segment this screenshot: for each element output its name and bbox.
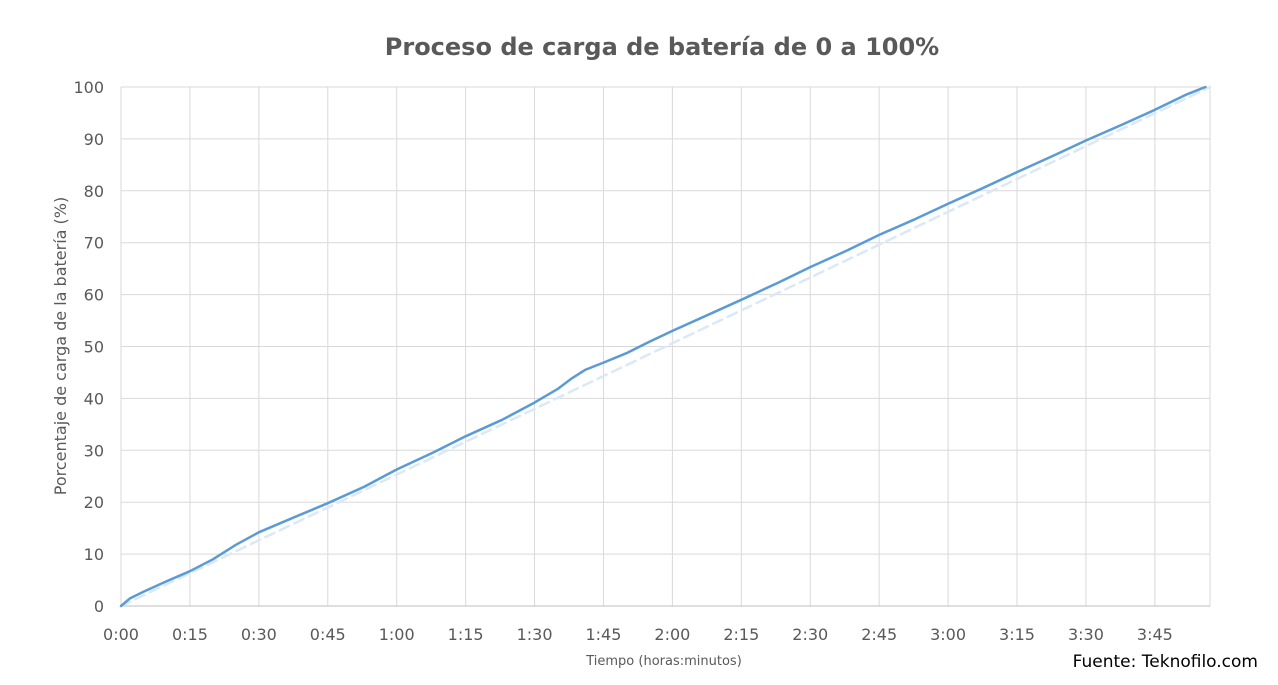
x-tick-label: 2:00 — [654, 625, 690, 644]
x-tick-label: 0:00 — [103, 625, 139, 644]
x-tick-label: 2:15 — [723, 625, 759, 644]
x-tick-labels: 0:00 0:15 0:30 0:45 1:00 1:15 1:30 1:45 2:00 2:15… — [103, 625, 1173, 644]
y-tick-label: 10 — [84, 545, 104, 564]
x-tick-label: 1:30 — [517, 625, 553, 644]
chart-title: Proceso de carga de batería de 0 a 100% — [385, 33, 939, 61]
series-group — [119, 85, 1212, 608]
x-tick-label: 1:00 — [379, 625, 415, 644]
y-tick-label: 0 — [94, 597, 104, 616]
y-tick-label: 20 — [84, 493, 104, 512]
x-tick-label: 2:30 — [792, 625, 828, 644]
x-axis-label: Tiempo (horas:minutos) — [585, 654, 742, 669]
axes — [120, 87, 1210, 607]
x-tick-label: 0:30 — [241, 625, 277, 644]
y-tick-label: 50 — [84, 338, 104, 357]
x-tick-label: 2:45 — [861, 625, 897, 644]
trend-line-dashed — [119, 85, 1212, 608]
x-tick-label: 3:30 — [1068, 625, 1104, 644]
y-tick-label: 80 — [84, 182, 104, 201]
x-tick-label: 0:45 — [310, 625, 346, 644]
y-tick-label: 90 — [84, 130, 104, 149]
y-tick-label: 60 — [84, 286, 104, 305]
y-tick-labels: 0 10 20 30 40 50 60 70 80 90 100 — [73, 78, 104, 616]
y-tick-label: 70 — [84, 234, 104, 253]
charge-line — [119, 85, 1207, 608]
x-tick-label: 1:45 — [585, 625, 621, 644]
source-note: Fuente: Teknofilo.com — [1072, 652, 1258, 672]
x-tick-label: 3:45 — [1137, 625, 1173, 644]
x-tick-label: 0:15 — [172, 625, 208, 644]
y-tick-label: 40 — [84, 389, 104, 408]
y-tick-label: 30 — [84, 441, 104, 460]
x-tick-label: 1:15 — [448, 625, 484, 644]
y-axis-label: Porcentaje de carga de la batería (%) — [51, 197, 70, 495]
x-tick-label: 3:00 — [930, 625, 966, 644]
x-tick-label: 3:15 — [999, 625, 1035, 644]
grid — [121, 86, 1211, 606]
y-tick-label: 100 — [73, 78, 104, 97]
